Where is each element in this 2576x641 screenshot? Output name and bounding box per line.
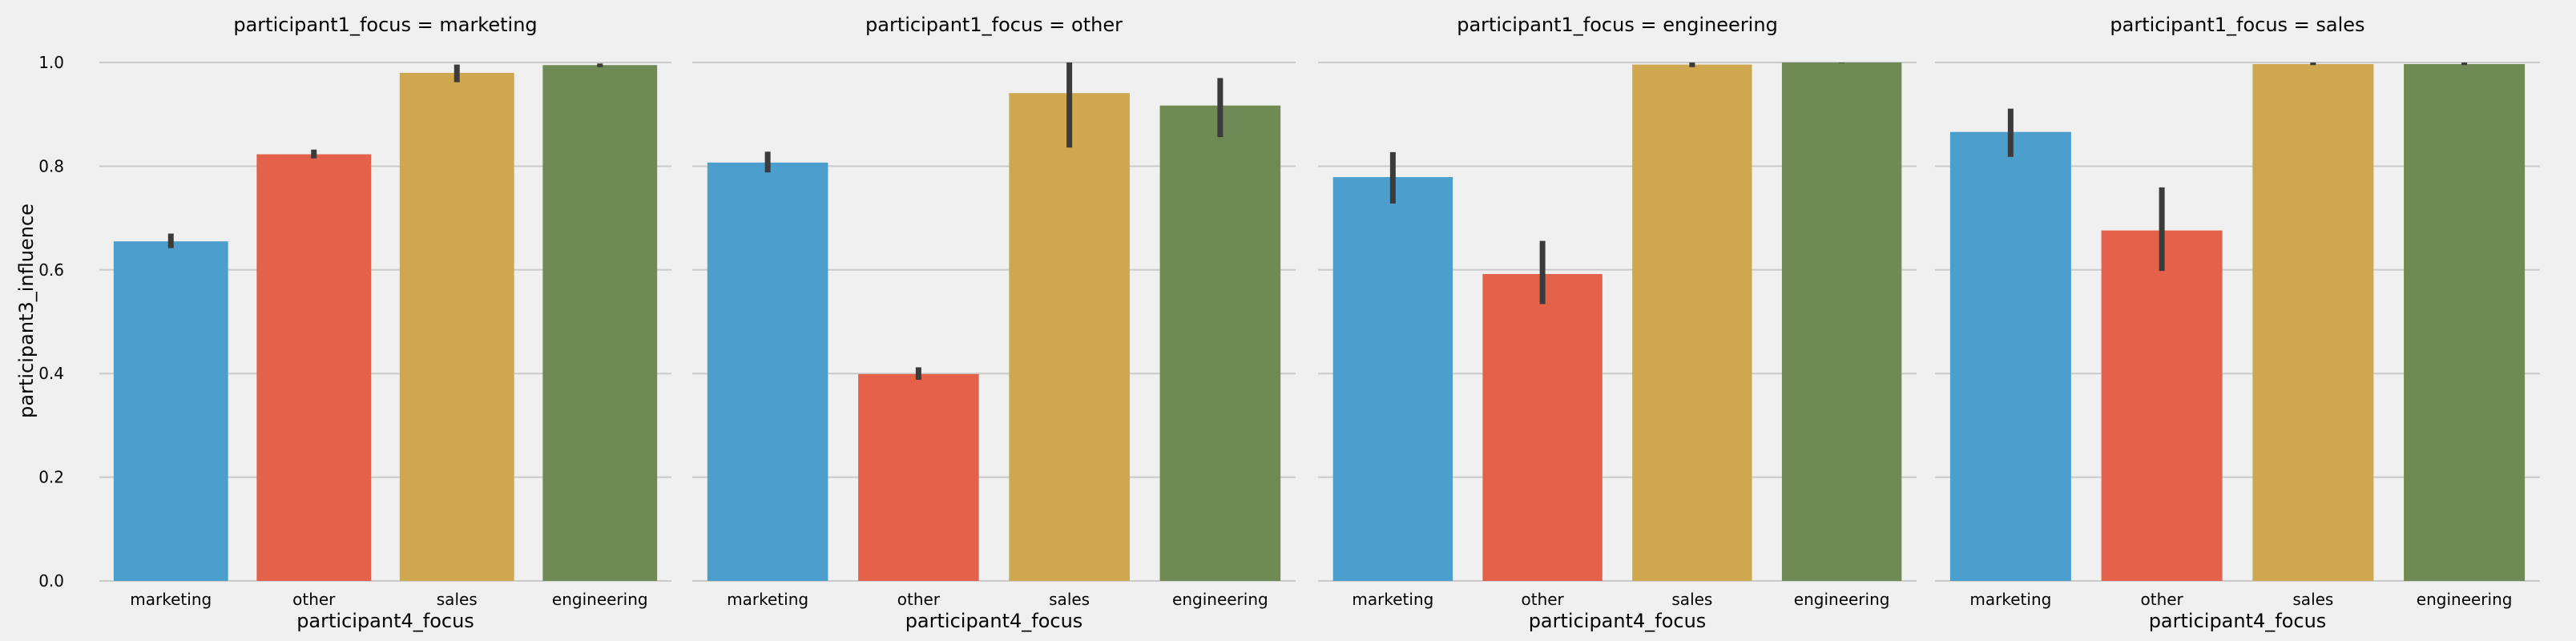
panel-2: participant1_focus = other marketing other… — [692, 14, 1296, 632]
x-tick-label: marketing — [1352, 590, 1433, 609]
bar-engineering — [542, 65, 658, 582]
x-tick-label: sales — [2292, 590, 2333, 609]
y-tick-label: 0.0 — [38, 571, 64, 591]
x-tick-label: engineering — [2417, 590, 2513, 609]
x-tick-label: sales — [1671, 590, 1712, 609]
x-tick-label: other — [897, 590, 941, 609]
panel-1: participant1_focus = marketing marketing o… — [99, 14, 671, 632]
x-tick-label: engineering — [552, 590, 648, 609]
bar-marketing — [1949, 131, 2071, 581]
bar-other — [256, 154, 372, 582]
bar-engineering — [2404, 63, 2526, 582]
bar-marketing — [707, 162, 828, 582]
y-tick-label: 0.8 — [38, 156, 64, 175]
y-axis-label: participant3_influence — [15, 204, 38, 418]
x-axis-label: participant4_focus — [905, 610, 1083, 632]
x-axis-label: participant4_focus — [296, 610, 474, 632]
bar-marketing — [113, 241, 228, 581]
bar-sales — [1009, 93, 1130, 582]
x-tick-label: sales — [1049, 590, 1090, 609]
x-tick-label: other — [292, 590, 336, 609]
panel-title: participant1_focus = sales — [2110, 14, 2364, 36]
bar-other — [858, 373, 979, 581]
bar-sales — [2252, 63, 2374, 582]
bar-sales — [1632, 64, 1752, 581]
chart-panels: participant1_focus = marketing marketing o… — [99, 14, 2540, 632]
x-tick-label: marketing — [130, 590, 212, 609]
panel-title: participant1_focus = marketing — [233, 14, 537, 36]
bar-other — [2101, 230, 2223, 581]
x-tick-label: engineering — [1794, 590, 1890, 609]
panel-3: participant1_focus = engineering marketin… — [1318, 14, 1917, 632]
panel-title: participant1_focus = engineering — [1457, 14, 1778, 36]
y-tick-label: 1.0 — [38, 53, 64, 72]
x-tick-label: other — [1521, 590, 1564, 609]
y-tick-label: 0.4 — [38, 364, 64, 383]
x-tick-label: marketing — [727, 590, 808, 609]
x-tick-label: engineering — [1172, 590, 1268, 609]
bar-other — [1482, 273, 1602, 581]
x-axis-label: participant4_focus — [2149, 610, 2327, 632]
bar-marketing — [1332, 176, 1453, 581]
y-axis: 0.0 0.2 0.4 0.6 0.8 1.0 — [38, 53, 64, 591]
panel-title: participant1_focus = other — [865, 14, 1123, 36]
x-tick-label: sales — [437, 590, 478, 609]
bar-engineering — [1159, 105, 1281, 582]
bar-sales — [399, 72, 514, 581]
bar-engineering — [1781, 62, 1902, 581]
panel-4: participant1_focus = sales marketing other… — [1935, 14, 2540, 632]
x-axis-label: participant4_focus — [1529, 610, 1707, 632]
x-tick-label: other — [2140, 590, 2183, 609]
y-tick-label: 0.6 — [38, 260, 64, 280]
x-tick-label: marketing — [1969, 590, 2051, 609]
y-tick-label: 0.2 — [38, 468, 64, 487]
